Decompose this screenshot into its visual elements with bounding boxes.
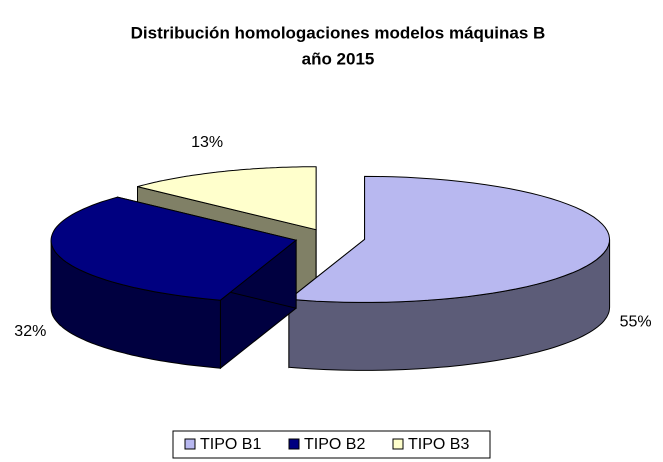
- legend-label: TIPO B3: [408, 436, 469, 453]
- legend-swatch: [288, 438, 300, 450]
- legend-label: TIPO B1: [200, 436, 261, 453]
- slice-top: [137, 166, 317, 231]
- legend-box: [172, 430, 491, 459]
- legend-label: TIPO B2: [304, 436, 365, 453]
- data-label: 32%: [14, 323, 46, 340]
- pie-slice: [287, 175, 611, 371]
- chart-title: Distribución homologaciones modelos máqu…: [131, 23, 546, 42]
- slice-top: [50, 196, 298, 301]
- chart-title: año 2015: [302, 49, 375, 68]
- legend-swatch: [392, 438, 404, 450]
- data-label: 13%: [191, 134, 223, 151]
- legend-swatch: [184, 438, 196, 450]
- slice-top: [287, 175, 611, 303]
- pie-slice: [50, 196, 298, 370]
- data-label: 55%: [620, 313, 652, 330]
